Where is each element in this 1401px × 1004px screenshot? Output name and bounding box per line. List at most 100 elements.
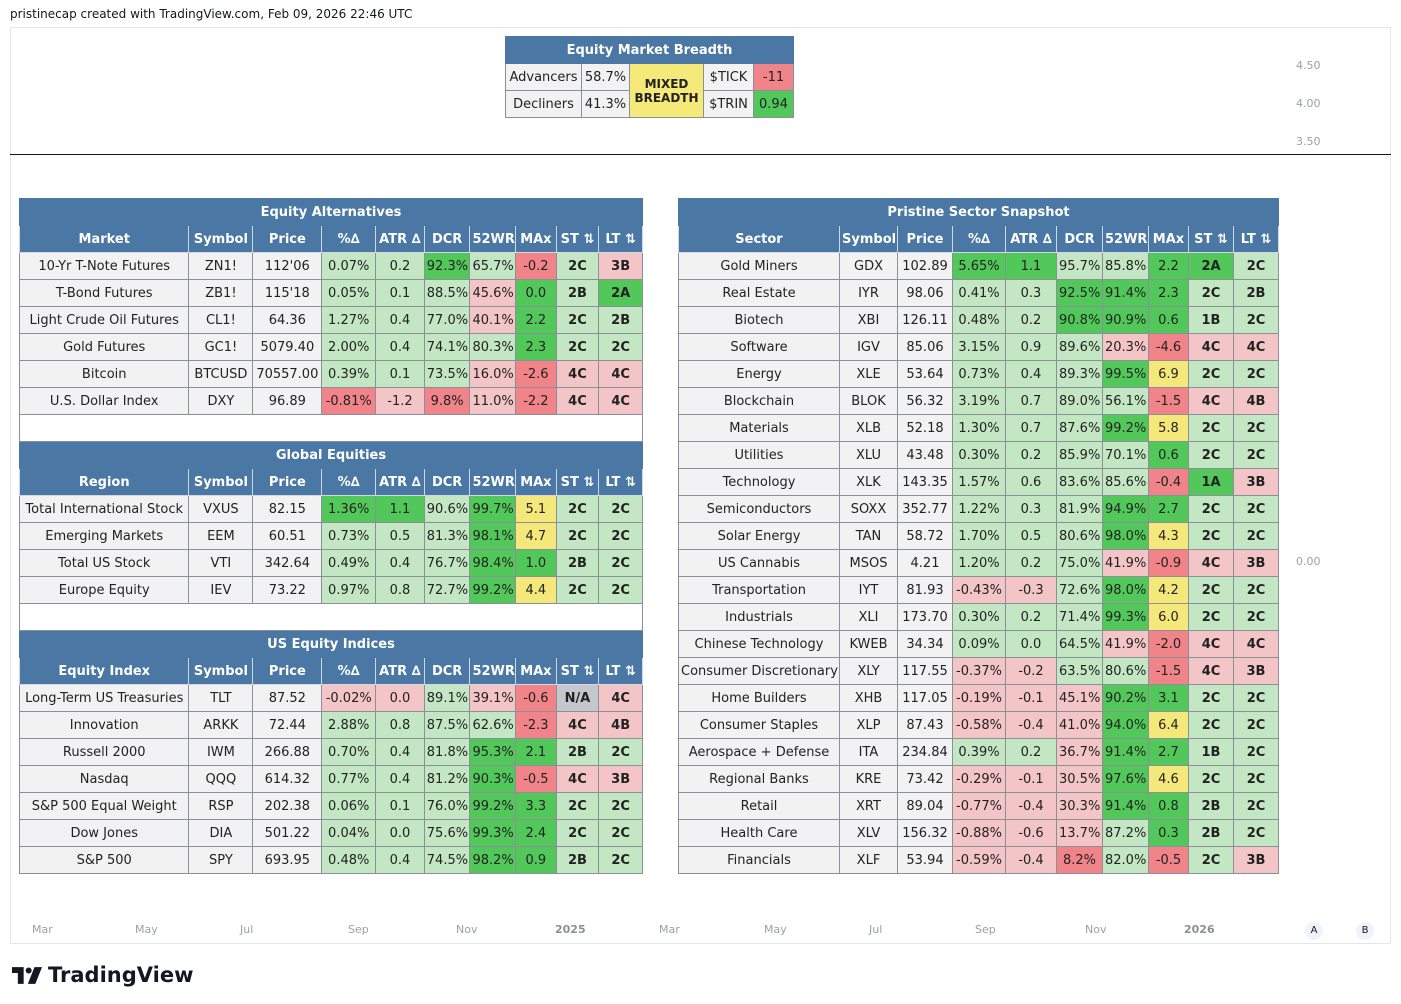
cell-dcr: 77.0%: [423, 306, 471, 334]
cell-sector: Retail: [678, 792, 840, 820]
price-axis-label: 3.50: [1296, 135, 1321, 148]
cell-dcr: 81.8%: [423, 738, 471, 766]
column-header-row: Region Symbol Price %∆ ATR ∆ DCR 52WR MAx ST ⇅ LT…: [18, 468, 643, 496]
cell-sector: Consumer Staples: [678, 711, 840, 739]
cell-price: 614.32: [252, 765, 323, 793]
cell-52wr: 62.6%: [469, 711, 517, 739]
column-header-price: Price: [897, 225, 953, 253]
cell-max: -0.9: [1148, 549, 1189, 577]
cell-st: 2C: [1188, 846, 1234, 874]
column-header-max: MAx: [515, 657, 557, 685]
cell-max: 6.0: [1148, 603, 1189, 631]
cell-symbol: IYT: [839, 576, 898, 604]
tradingview-logo[interactable]: TradingView: [12, 963, 193, 987]
cell-max: 0.0: [515, 279, 557, 307]
cell-max: -0.2: [515, 252, 557, 280]
cell-price: 53.64: [897, 360, 953, 388]
cell-52wr: 56.1%: [1102, 387, 1149, 415]
cell-max: -0.4: [1148, 468, 1189, 496]
time-axis-label: Mar: [32, 923, 53, 936]
time-axis-label: May: [135, 923, 158, 936]
cell-lt: 4C: [598, 387, 643, 415]
cell-: 0.48%: [952, 306, 1006, 334]
cell-market: T-Bond Futures: [18, 279, 190, 307]
cell-lt: 4C: [1232, 630, 1280, 658]
cell-lt: 4C: [598, 684, 643, 712]
cell-atr: 0.4: [375, 333, 425, 361]
column-header-atr: ATR ∆: [375, 657, 425, 685]
cell-dcr: 90.8%: [1056, 306, 1103, 334]
cell-52wr: 94.9%: [1102, 495, 1149, 523]
cell-52wr: 41.9%: [1102, 630, 1149, 658]
cell-st: 2C: [1188, 522, 1234, 550]
table-row: Real Estate IYR 98.06 0.41% 0.3 92.5% 91.4% 2.3…: [678, 279, 1280, 307]
tick-value: -11: [753, 63, 794, 91]
cell-52wr: 87.2%: [1102, 819, 1149, 847]
cell-price: 143.35: [897, 468, 953, 496]
cell-: 1.30%: [952, 414, 1006, 442]
cell-symbol: XLK: [839, 468, 898, 496]
cell-sector: Industrials: [678, 603, 840, 631]
table-row: Light Crude Oil Futures CL1! 64.36 1.27% 0.4…: [18, 306, 643, 334]
cell-52wr: 11.0%: [469, 387, 517, 415]
column-header-dcr: DCR: [1056, 225, 1103, 253]
cell-price: 5079.40: [252, 333, 323, 361]
cell-st: 2B: [555, 738, 600, 766]
section-title-us-equity-indices: US Equity Indices: [19, 630, 643, 658]
pane-divider[interactable]: [10, 154, 1391, 155]
cell-price: 126.11: [897, 306, 953, 334]
table-row: Materials XLB 52.18 1.30% 0.7 87.6% 99.2% 5.8 2C…: [678, 414, 1280, 442]
column-header-sector: Sector: [678, 225, 840, 253]
cell-st: 2C: [1188, 360, 1234, 388]
cell-lt: 2C: [1232, 819, 1280, 847]
cell-st: 2B: [555, 279, 600, 307]
cell-dcr: 30.5%: [1056, 765, 1103, 793]
cell-atr: 0.2: [1005, 441, 1057, 469]
cell-atr: 0.5: [375, 522, 425, 550]
column-header-symbol: Symbol: [188, 225, 254, 253]
table-row: Consumer Discretionary XLY 117.55 -0.37% -0.…: [678, 657, 1280, 685]
time-axis-label: Sep: [348, 923, 369, 936]
cell-52wr: 70.1%: [1102, 441, 1149, 469]
column-header-atr: ATR ∆: [375, 225, 425, 253]
cell-dcr: 85.9%: [1056, 441, 1103, 469]
time-axis-label: 2026: [1184, 923, 1215, 936]
cell-price: 34.34: [897, 630, 953, 658]
column-header-st: ST ⇅: [1188, 225, 1234, 253]
cell-lt: 2C: [598, 576, 643, 604]
cell-52wr: 16.0%: [469, 360, 517, 388]
column-header-atr: ATR ∆: [1005, 225, 1057, 253]
table-row: Chinese Technology KWEB 34.34 0.09% 0.0 64.5%…: [678, 630, 1280, 658]
cell-equity-index: S&P 500 Equal Weight: [18, 792, 190, 820]
cell-sector: Consumer Discretionary: [678, 657, 840, 685]
cell-price: 693.95: [252, 846, 323, 874]
cell-symbol: MSOS: [839, 549, 898, 577]
cell-atr: -0.3: [1005, 576, 1057, 604]
log-scale-button[interactable]: B: [1356, 922, 1374, 940]
breadth-status: MIXED BREADTH: [629, 63, 704, 118]
table-row: Utilities XLU 43.48 0.30% 0.2 85.9% 70.1% 0.6 2C…: [678, 441, 1280, 469]
cell-market: Light Crude Oil Futures: [18, 306, 190, 334]
cell-max: 0.3: [1148, 819, 1189, 847]
table-row: Transportation IYT 81.93 -0.43% -0.3 72.6% 98.…: [678, 576, 1280, 604]
cell-market: Gold Futures: [18, 333, 190, 361]
cell-price: 72.44: [252, 711, 323, 739]
cell-price: 82.15: [252, 495, 323, 523]
cell-st: 2C: [1188, 711, 1234, 739]
section-spacer: [19, 414, 643, 442]
cell-atr: 0.1: [375, 279, 425, 307]
cell-max: -2.0: [1148, 630, 1189, 658]
cell-max: 4.2: [1148, 576, 1189, 604]
cell-lt: 2C: [1232, 738, 1280, 766]
tick-label: $TICK: [703, 63, 754, 91]
cell-max: 4.3: [1148, 522, 1189, 550]
cell-dcr: 75.0%: [1056, 549, 1103, 577]
cell-lt: 2C: [598, 549, 643, 577]
cell-price: 342.64: [252, 549, 323, 577]
cell-symbol: ZN1!: [188, 252, 254, 280]
auto-scale-button[interactable]: A: [1305, 922, 1323, 940]
cell-52wr: 98.4%: [469, 549, 517, 577]
cell-max: -0.5: [515, 765, 557, 793]
cell-symbol: QQQ: [188, 765, 254, 793]
cell-: 0.97%: [321, 576, 377, 604]
